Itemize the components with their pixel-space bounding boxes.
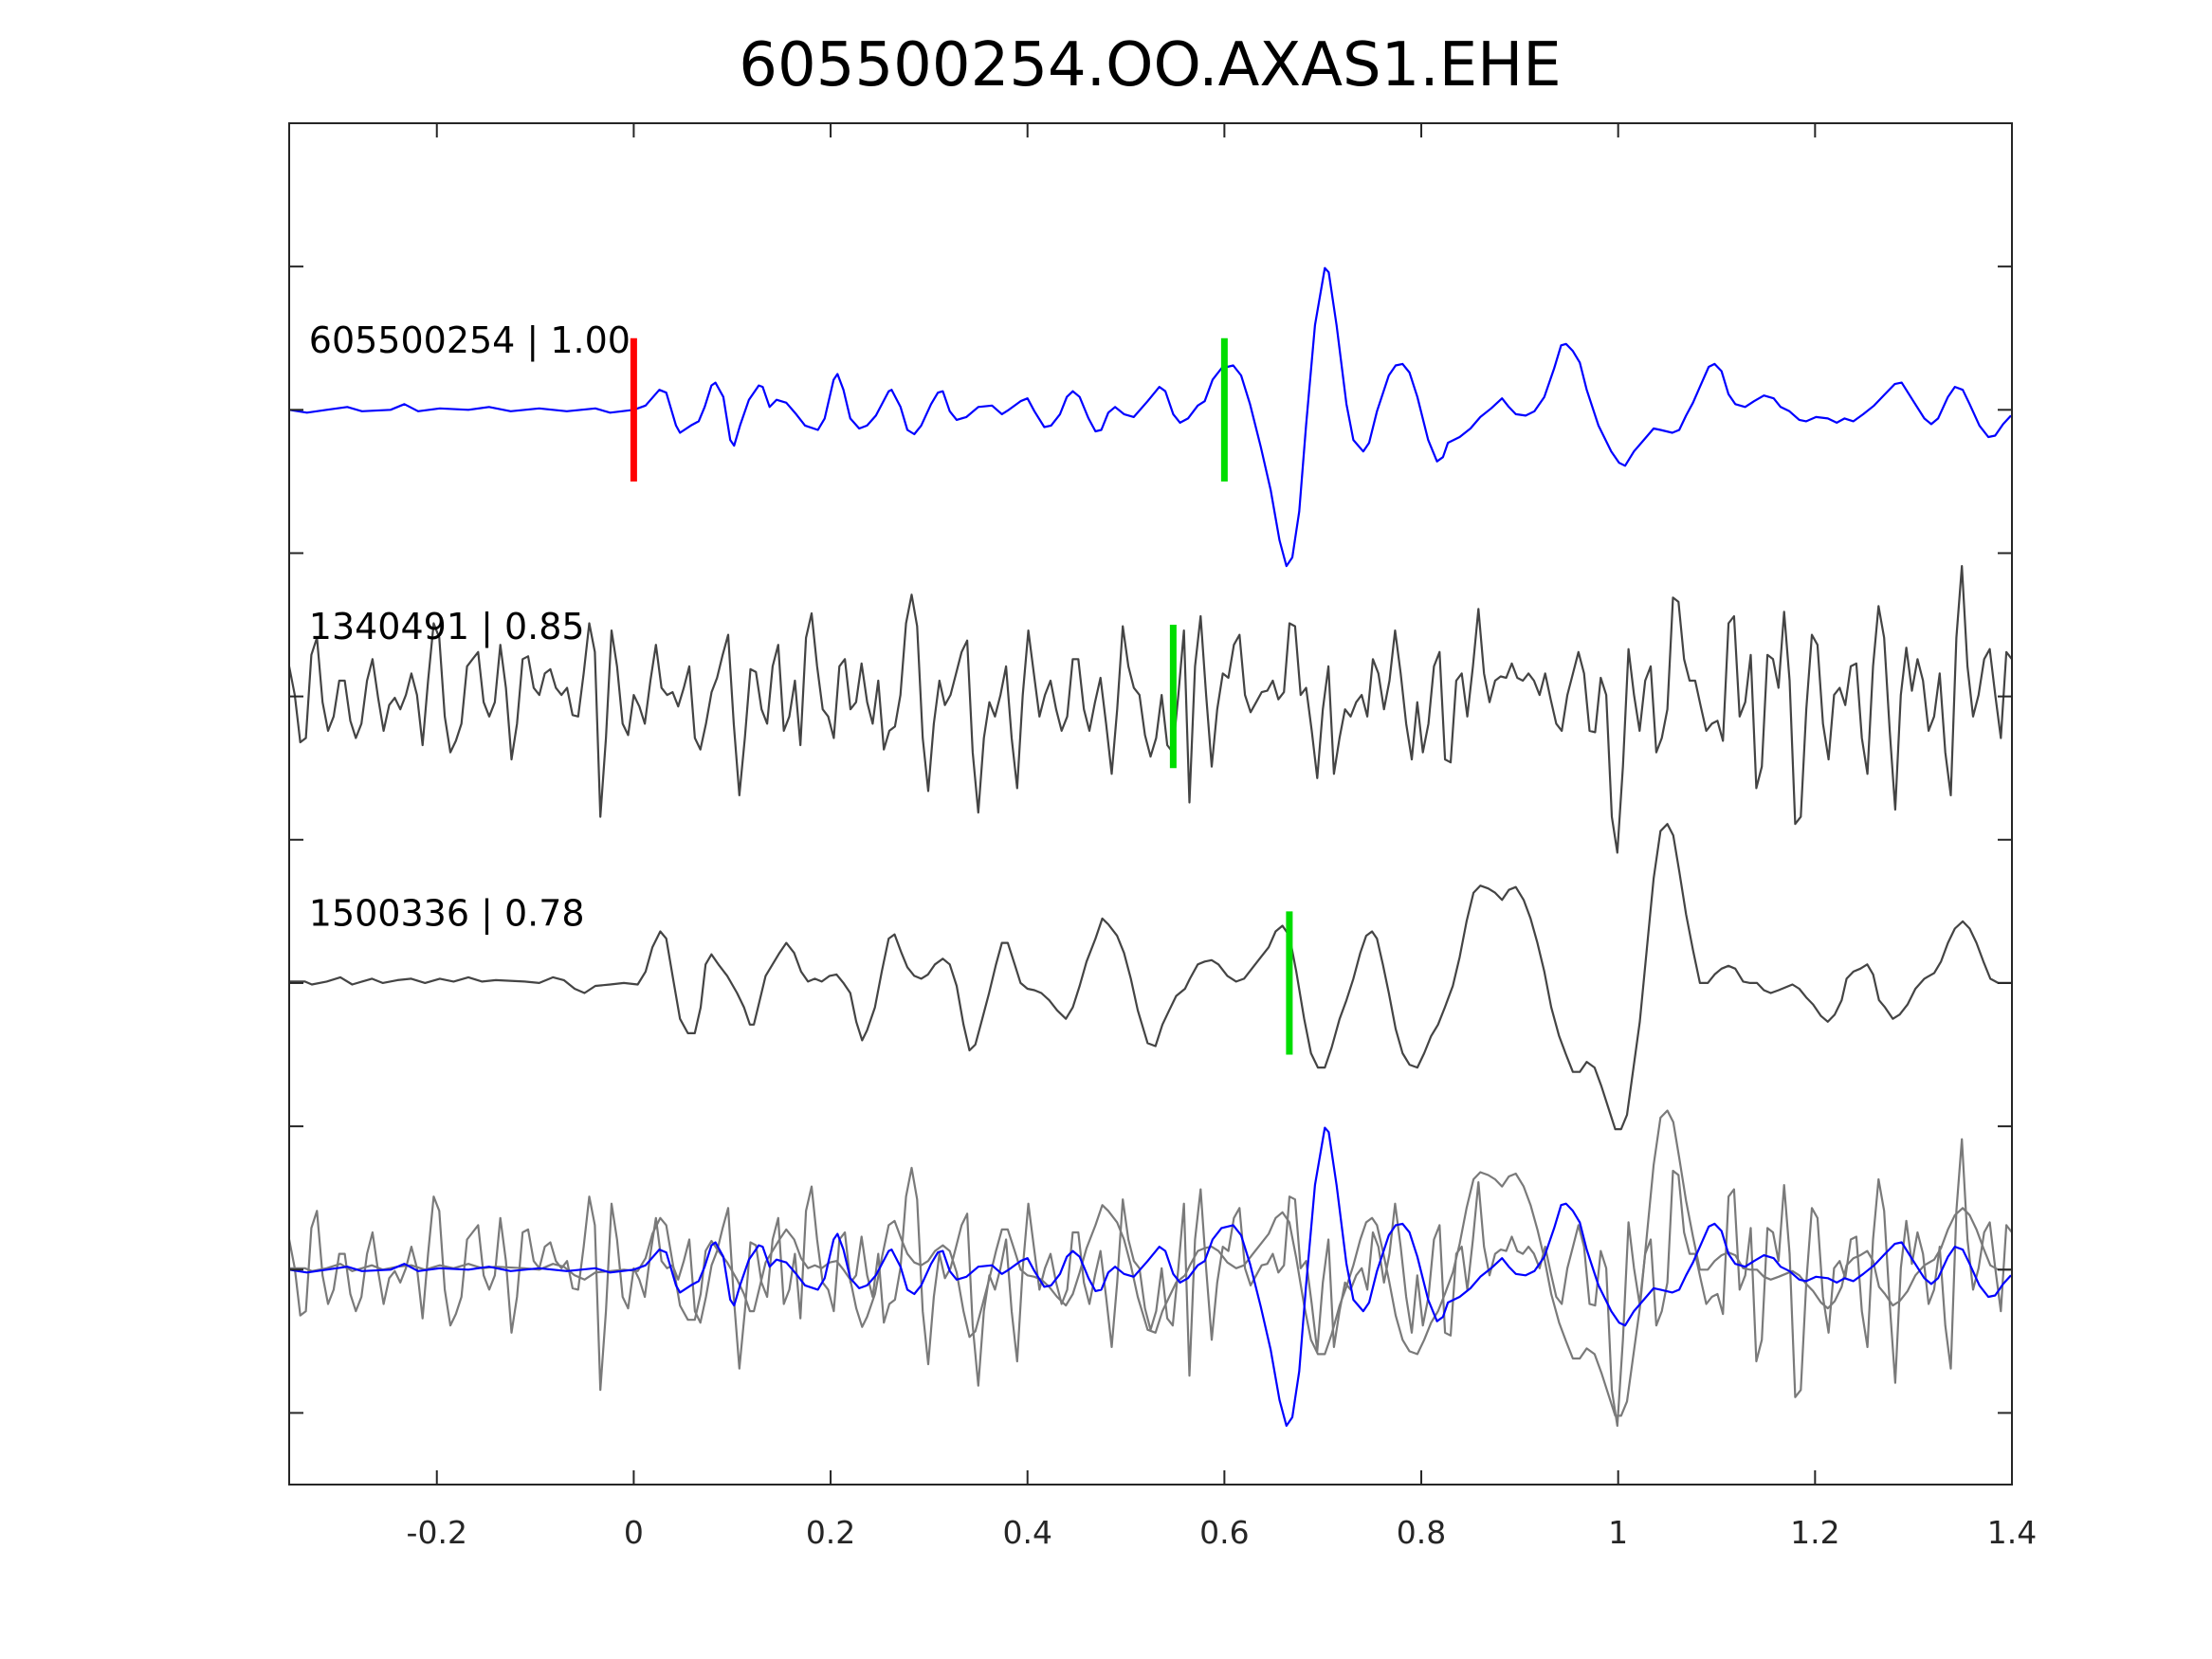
axes-layer: -0.2 0 0.2 0.4 0.6 0.8 1 1.2 1.4 [288, 122, 2037, 1551]
x-tick-label: -0.2 [407, 1514, 467, 1551]
x-tick-label: 0 [624, 1514, 644, 1551]
x-tick-label: 0.8 [1397, 1514, 1446, 1551]
trace-labels-layer: 605500254 | 1.00 1340491 | 0.85 1500336 | … [309, 319, 1293, 1055]
x-tick-label: 1.2 [1790, 1514, 1839, 1551]
x-tick-label: 0.6 [1199, 1514, 1249, 1551]
x-tick-label: 0.4 [1002, 1514, 1051, 1551]
trace-2-label: 1340491 | 0.85 [309, 606, 585, 648]
trace-1-label: 605500254 | 1.00 [309, 319, 631, 362]
trace-1-waveform [288, 266, 2012, 568]
x-tick-label: 1 [1608, 1514, 1628, 1551]
overlay-trace-3 [289, 1109, 2011, 1417]
overlay-trace-reference [288, 1126, 2012, 1428]
traces-layer [287, 266, 2013, 1428]
plot-frame [288, 122, 2013, 1486]
trace-3-label: 1500336 | 0.78 [309, 892, 585, 935]
chart-title: 605500254.OO.AXAS1.EHE [739, 30, 1561, 100]
x-tick-label: 0.2 [806, 1514, 855, 1551]
trace-3-waveform [289, 823, 2011, 1131]
trace-2-waveform [287, 564, 2013, 854]
x-tick-label: 1.4 [1987, 1514, 2037, 1551]
